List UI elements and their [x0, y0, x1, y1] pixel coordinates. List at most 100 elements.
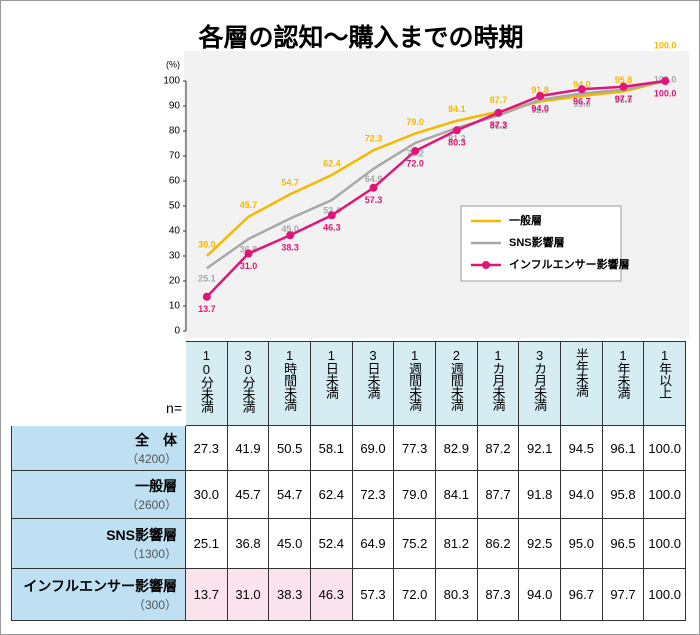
table-cell: 36.8 — [227, 519, 270, 569]
y-tick-label: 70 — [169, 151, 181, 162]
data-label: 38.3 — [281, 243, 299, 253]
table-cell: 46.3 — [311, 569, 353, 621]
table-cell: 79.0 — [394, 471, 436, 519]
table-cell: 87.7 — [477, 471, 520, 519]
chart-title: 各層の認知～購入までの時期 — [197, 23, 523, 52]
row-n: （300） — [132, 598, 177, 612]
data-label: 84.1 — [448, 104, 466, 114]
data-label: 62.4 — [323, 158, 341, 168]
data-label: 96.7 — [573, 97, 591, 107]
data-label: 80.3 — [448, 138, 466, 148]
table-cell: 87.2 — [477, 426, 520, 471]
data-label: 81.2 — [448, 133, 466, 143]
data-label: 95.8 — [615, 75, 633, 85]
table-cell: 100.0 — [644, 471, 686, 519]
y-tick-label: 50 — [169, 201, 181, 212]
series-line — [205, 79, 666, 298]
data-label: 86.2 — [490, 121, 508, 131]
column-header: 30分未満 — [227, 341, 270, 426]
row-label: 全 体 （4200） — [11, 426, 186, 471]
table-cell: 91.8 — [519, 471, 561, 519]
table-cell: 100.0 — [644, 519, 686, 569]
data-label: 25.1 — [198, 274, 216, 284]
table-cell: 69.0 — [352, 426, 395, 471]
row-name: 一般層 — [135, 478, 177, 494]
table-cell: 77.3 — [394, 426, 436, 471]
table-cell: 25.1 — [186, 519, 228, 569]
data-label: 100.0 — [654, 88, 677, 98]
legend-label: インフルエンサー影響層 — [509, 257, 630, 271]
table-cell: 86.2 — [477, 519, 520, 569]
table-cell: 75.2 — [394, 519, 436, 569]
data-label: 45.7 — [240, 200, 258, 210]
column-header: 1日未満 — [311, 341, 353, 426]
y-tick-label: 10 — [169, 301, 181, 312]
data-label: 87.3 — [490, 120, 508, 130]
table-cell: 57.3 — [352, 569, 395, 621]
table-cell: 94.0 — [561, 471, 603, 519]
data-label: 31.0 — [240, 261, 258, 271]
row-label: インフルエンサー影響層 （300） — [11, 569, 186, 621]
column-header: 1カ月未満 — [477, 341, 520, 426]
table-cell: 58.1 — [311, 426, 353, 471]
table-cell: 100.0 — [644, 426, 686, 471]
column-header: 3日未満 — [352, 341, 395, 426]
column-header: 3カ月未満 — [519, 341, 561, 426]
column-header: 1年以上 — [644, 341, 686, 426]
legend-marker — [482, 261, 490, 269]
legend-label: 一般層 — [509, 213, 542, 227]
table-cell: 13.7 — [186, 569, 228, 621]
table-cell: 87.3 — [477, 569, 520, 621]
table-cell: 54.7 — [269, 471, 311, 519]
point — [577, 85, 586, 94]
data-label: 87.7 — [490, 95, 508, 105]
column-header: 1時間未満 — [269, 341, 311, 426]
y-tick-label: 20 — [169, 276, 181, 287]
row-label: 一般層 （2600） — [11, 471, 186, 519]
table-cell: 45.0 — [269, 519, 311, 569]
data-label: 46.3 — [323, 223, 341, 233]
data-label: 91.8 — [531, 85, 549, 95]
row-name: インフルエンサー影響層 — [23, 578, 177, 594]
data-label: 72.3 — [365, 134, 383, 144]
data-label: 13.7 — [198, 304, 216, 314]
table-cell: 41.9 — [227, 426, 270, 471]
data-label: 64.9 — [365, 174, 383, 184]
point — [369, 183, 378, 192]
point — [244, 249, 253, 258]
row-name: SNS影響層 — [106, 527, 177, 543]
n-label: n= — [166, 400, 182, 416]
table-cell: 38.3 — [269, 569, 311, 621]
table-cell: 62.4 — [311, 471, 353, 519]
point — [494, 108, 503, 117]
table-cell: 82.9 — [436, 426, 478, 471]
data-label: 36.8 — [240, 244, 258, 254]
table-cell: 92.5 — [519, 519, 561, 569]
table-cell: 95.8 — [602, 471, 645, 519]
table-cell: 50.5 — [269, 426, 311, 471]
table-cell: 31.0 — [227, 569, 270, 621]
y-tick-label: 80 — [169, 126, 181, 137]
plot-bg — [184, 51, 689, 338]
table-cell: 30.0 — [186, 471, 228, 519]
table-cell: 27.3 — [186, 426, 228, 471]
data-label: 95.0 — [573, 99, 591, 109]
column-header: 半年未満 — [561, 341, 603, 426]
point — [286, 231, 295, 240]
y-unit: (%) — [166, 59, 180, 69]
data-label: 72.0 — [406, 158, 424, 168]
table-cell: 96.7 — [561, 569, 603, 621]
point — [411, 147, 420, 155]
table-cell: 94.5 — [561, 426, 603, 471]
column-header: 10分未満 — [186, 341, 228, 426]
data-label: 94.0 — [573, 79, 591, 89]
column-header: 1年未満 — [602, 341, 645, 426]
data-label: 79.0 — [406, 117, 424, 127]
table-cell: 81.2 — [436, 519, 478, 569]
point — [452, 126, 461, 135]
table: n= 10分未満 30分未満 1時間未満 1日未満 3日未満 1週間未満 2週間未満 1カ月未満… — [11, 341, 686, 621]
table-cell: 72.3 — [352, 471, 395, 519]
y-tick-label: 90 — [169, 101, 181, 112]
table-cell: 84.1 — [436, 471, 478, 519]
column-header: 2週間未満 — [436, 341, 478, 426]
